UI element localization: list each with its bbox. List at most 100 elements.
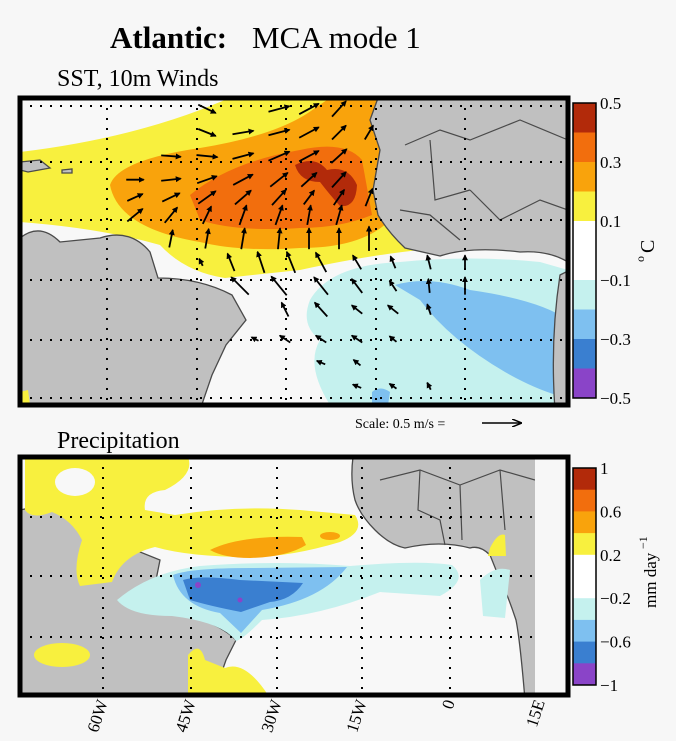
- colorbar-tick-label: 1: [600, 459, 609, 478]
- wind-arrow: [232, 151, 255, 160]
- wind-arrow: [314, 251, 328, 273]
- precip-yellow-gulf: [488, 534, 506, 556]
- colorbar-band: [573, 663, 596, 686]
- wind-arrow: [333, 188, 345, 206]
- colorbar-band: [573, 468, 596, 491]
- precip-blue: [183, 577, 303, 612]
- colorbar-band: [573, 191, 596, 222]
- precip-yellow-south: [188, 648, 268, 695]
- colorbar-band: [573, 221, 596, 251]
- wind-arrow: [388, 383, 398, 390]
- colorbar-tick-label: −0.1: [600, 271, 631, 290]
- precip-orange: [210, 536, 306, 558]
- wind-arrow: [388, 335, 398, 343]
- wind-arrow: [250, 336, 259, 343]
- colorbar-tick-label: −0.6: [600, 633, 631, 652]
- wind-arrow: [278, 334, 291, 344]
- wind-arrow: [196, 153, 219, 160]
- celsius-unit: C: [637, 240, 659, 253]
- colorbar-band: [573, 309, 596, 340]
- wind-arrow: [331, 171, 347, 189]
- colorbar-band: [573, 368, 596, 399]
- wind-arrow: [271, 188, 287, 206]
- x-tick-label: 60W: [84, 696, 113, 734]
- wind-arrow: [268, 150, 291, 162]
- top-panel-label: SST, 10m Winds: [57, 66, 219, 92]
- wind-arrow: [285, 250, 297, 274]
- precip-cyan-east: [480, 568, 510, 618]
- wind-arrow: [425, 277, 432, 293]
- wind-arrow: [298, 150, 320, 163]
- colorbar-band: [573, 554, 596, 577]
- wind-arrow: [201, 205, 213, 225]
- wind-arrow: [232, 173, 254, 186]
- wind-arrow: [204, 227, 211, 249]
- x-tick-label: 0: [438, 697, 459, 711]
- colorbar-band: [573, 641, 596, 664]
- colorbar-band: [573, 489, 596, 512]
- mm-day-unit: mm day: [641, 552, 660, 608]
- wind-arrow: [350, 304, 363, 315]
- title-bold: Atlantic:: [110, 20, 227, 55]
- sst-orange-region: [190, 146, 372, 229]
- title-rest: MCA mode 1: [252, 20, 421, 55]
- caribbean-islands: [20, 159, 73, 174]
- colorbar-band: [573, 619, 596, 643]
- wind-arrow: [161, 192, 181, 203]
- wind-arrow: [351, 278, 363, 294]
- wind-arrow: [240, 227, 247, 250]
- wind-arrow: [126, 193, 144, 202]
- wind-arrow: [350, 334, 363, 344]
- wind-arrow: [386, 304, 399, 315]
- wind-arrow: [276, 227, 283, 250]
- precip-purple-spot: [195, 582, 201, 588]
- wind-arrow: [161, 153, 182, 160]
- wind-arrow: [364, 124, 374, 140]
- wind-arrow: [164, 206, 178, 224]
- africa-borders: [379, 469, 535, 546]
- precip-orange-small: [320, 532, 340, 540]
- colorbar-tick-label: 0.1: [600, 212, 621, 231]
- wind-arrow: [388, 279, 398, 292]
- precipitation-map: [20, 457, 535, 695]
- colorbar-frame: [572, 102, 597, 399]
- x-tick-label: 45W: [172, 696, 201, 734]
- wind-arrow: [389, 255, 397, 269]
- wind-arrow: [196, 175, 218, 185]
- sst-cyan-patch: [372, 388, 390, 405]
- sst-wind-map: [20, 98, 568, 405]
- wind-arrow: [314, 301, 328, 318]
- wind-arrow: [335, 204, 344, 226]
- x-tick-label: 30W: [258, 696, 287, 734]
- x-tick-label: 15W: [343, 696, 372, 734]
- wind-arrow: [168, 228, 175, 248]
- colorbar-tick-label: 0.5: [600, 94, 621, 113]
- colorbar-tick-label: 0.3: [600, 153, 621, 172]
- wind-arrow: [315, 360, 326, 366]
- wind-arrow: [330, 148, 348, 164]
- wind-arrow: [351, 383, 362, 390]
- unit-exponent: −1: [636, 536, 650, 549]
- wind-arrow: [364, 187, 374, 207]
- precip-white-hole: [55, 468, 95, 496]
- wind-arrow: [331, 100, 347, 118]
- wind-arrow: [426, 381, 433, 391]
- wind-arrow: [300, 172, 318, 188]
- wind-arrow: [161, 176, 182, 183]
- africa-southwest-land: [552, 270, 568, 405]
- wind-arrow: [425, 254, 432, 270]
- precip-colorbar: 1 0.6 0.2 −0.2 −0.6 −1: [572, 459, 631, 695]
- precip-purple-spot: [237, 597, 243, 603]
- colorbar-band: [573, 280, 596, 310]
- wind-arrow: [234, 189, 252, 206]
- wind-arrow: [269, 171, 289, 188]
- colorbar-tick-label: 0.2: [600, 546, 621, 565]
- wind-arrow: [298, 102, 320, 115]
- sst-colorbar: 0.5 0.3 0.1 −0.1 −0.3 −0.5: [572, 94, 631, 408]
- colorbar-tick-label: −0.2: [600, 589, 631, 608]
- colorbar-tick-label: −0.5: [600, 389, 631, 408]
- wind-arrow: [256, 250, 266, 274]
- wind-arrow: [226, 252, 236, 272]
- colorbar-band: [573, 250, 596, 281]
- wind-arrow: [352, 254, 362, 270]
